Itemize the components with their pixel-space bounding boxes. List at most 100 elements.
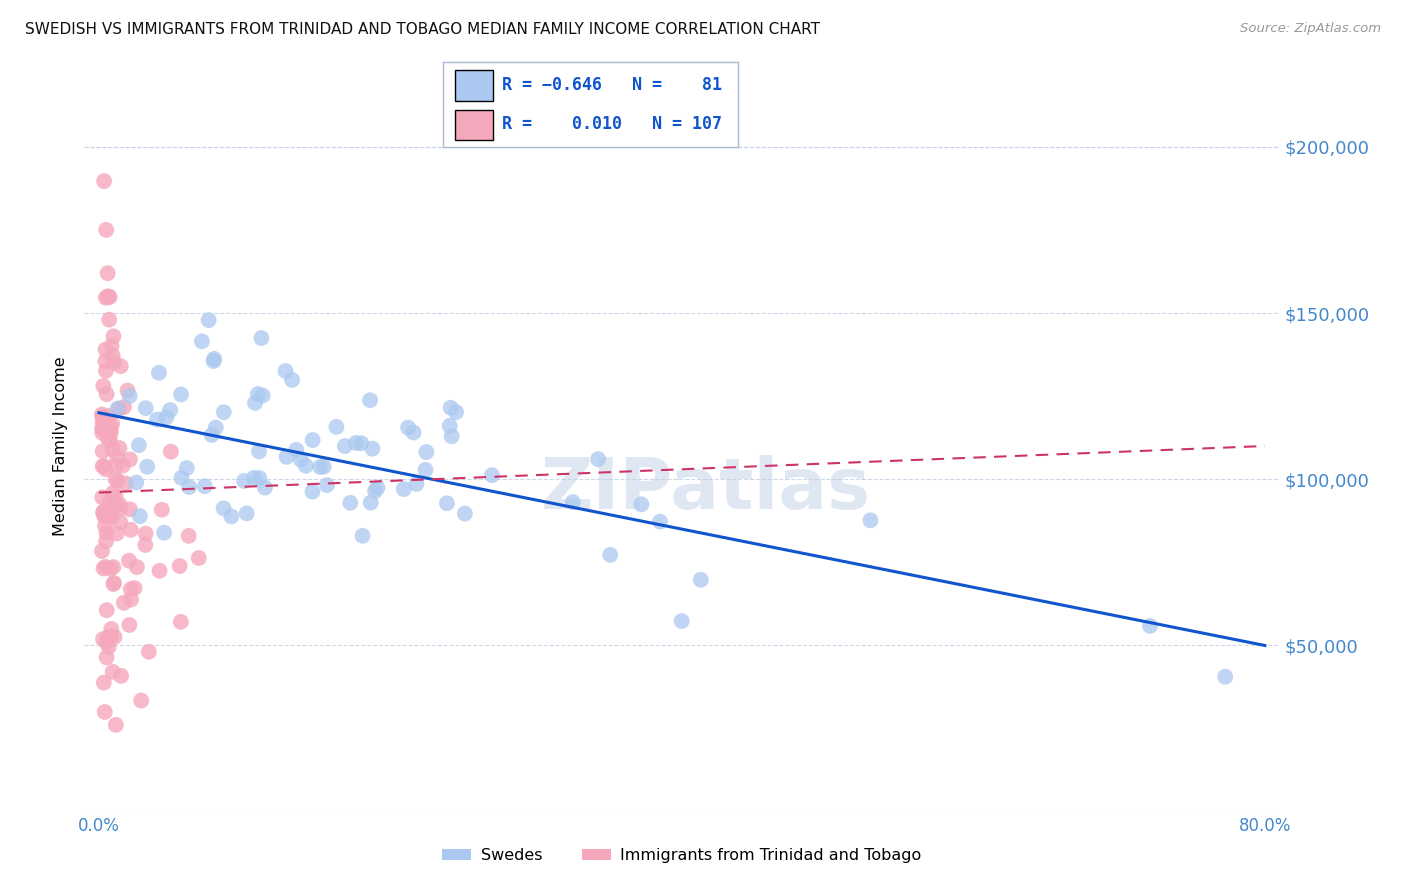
Point (176, 461, 198, 475)
Point (110, 669, 132, 683)
Point (177, 529, 200, 543)
Point (107, 474, 129, 488)
Point (96, 635, 118, 649)
Point (150, 502, 173, 516)
Point (436, 496, 458, 510)
Point (91, 422, 114, 436)
Point (118, 452, 141, 467)
Point (1139, 619, 1161, 633)
Point (100, 622, 122, 636)
Point (96, 416, 118, 430)
Point (191, 334, 214, 349)
Point (325, 420, 347, 434)
Point (93, 379, 115, 393)
Point (91, 506, 114, 520)
Point (1213, 670, 1236, 684)
Point (111, 458, 134, 473)
FancyBboxPatch shape (454, 70, 494, 101)
Point (100, 425, 122, 440)
Point (91, 459, 114, 474)
Point (586, 452, 609, 467)
Point (630, 497, 652, 511)
Point (312, 459, 335, 474)
Point (250, 331, 273, 345)
Point (91, 409, 114, 424)
Point (108, 401, 131, 416)
Point (159, 444, 181, 458)
Point (97, 431, 120, 445)
Point (125, 475, 148, 490)
Point (134, 538, 156, 552)
Point (91, 425, 114, 440)
Point (97, 509, 120, 524)
Text: R =    0.010   N = 107: R = 0.010 N = 107 (502, 115, 721, 133)
Point (96, 387, 118, 401)
Point (339, 496, 361, 510)
Point (205, 420, 228, 434)
Point (100, 510, 122, 524)
Point (112, 400, 135, 414)
Point (194, 479, 217, 493)
Point (101, 485, 124, 500)
Point (117, 384, 139, 398)
Point (97, 289, 120, 303)
Point (110, 501, 132, 516)
Point (100, 421, 122, 435)
Point (301, 433, 323, 447)
Point (454, 507, 477, 521)
Point (93, 675, 115, 690)
Point (100, 339, 122, 353)
Point (101, 349, 124, 363)
Point (129, 509, 152, 524)
Point (108, 498, 131, 512)
Point (91, 408, 114, 422)
Point (104, 472, 127, 486)
Point (105, 458, 128, 472)
Point (110, 359, 132, 374)
Point (301, 484, 323, 499)
Point (253, 481, 276, 495)
Point (101, 442, 124, 457)
Point (202, 351, 225, 366)
Point (94, 519, 117, 533)
Point (103, 355, 125, 369)
Point (333, 439, 356, 453)
Point (309, 459, 332, 474)
Point (110, 516, 132, 530)
Point (366, 481, 388, 495)
Point (155, 410, 177, 425)
Point (112, 596, 135, 610)
Point (94, 705, 117, 719)
Point (98, 312, 121, 326)
Point (97, 266, 120, 280)
Point (146, 412, 169, 426)
Point (212, 501, 235, 516)
Point (274, 364, 297, 378)
Legend: Swedes, Immigrants from Trinidad and Tobago: Swedes, Immigrants from Trinidad and Tob… (436, 842, 928, 870)
Point (148, 564, 170, 578)
Point (103, 329, 125, 343)
Point (212, 405, 235, 419)
Point (344, 436, 367, 450)
Point (94, 462, 117, 476)
Point (444, 405, 467, 419)
Point (91, 544, 114, 558)
Point (104, 718, 127, 732)
Point (129, 693, 152, 707)
Point (93, 504, 115, 518)
Point (405, 476, 427, 491)
Point (243, 396, 266, 410)
Point (114, 476, 136, 491)
Point (359, 393, 381, 408)
Point (233, 474, 256, 488)
Text: ZIPatlas: ZIPatlas (541, 456, 870, 524)
Point (91, 444, 114, 458)
Point (96, 650, 118, 665)
Point (120, 582, 142, 597)
Point (316, 478, 339, 492)
Point (859, 513, 882, 527)
Point (118, 389, 141, 403)
Point (294, 458, 316, 473)
Point (103, 560, 125, 574)
Y-axis label: Median Family Income: Median Family Income (53, 356, 69, 536)
